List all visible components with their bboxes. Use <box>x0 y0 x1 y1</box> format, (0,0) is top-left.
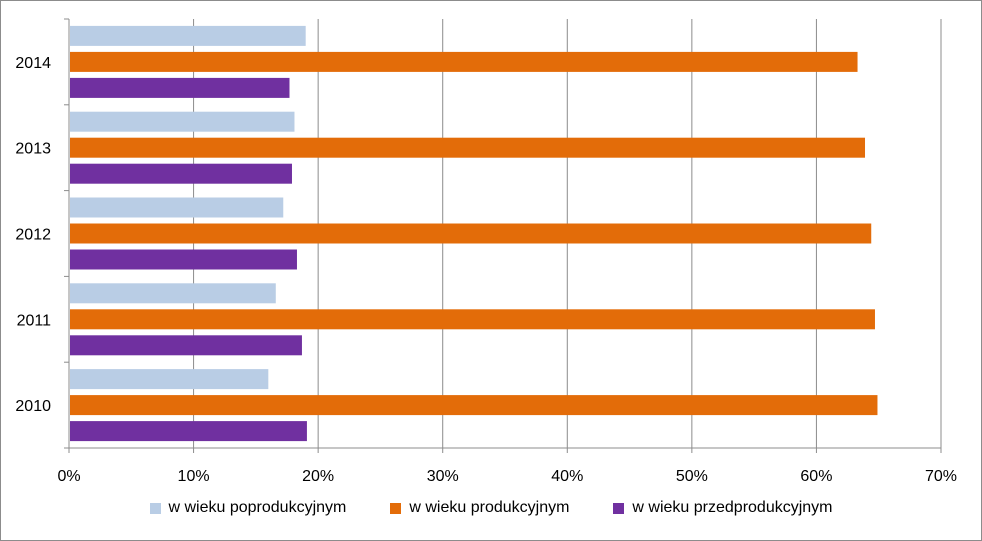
bar <box>70 25 306 46</box>
bar <box>70 421 307 442</box>
legend-swatch-produkcyjnym <box>390 502 402 514</box>
bar <box>70 223 872 244</box>
bar <box>70 51 858 72</box>
bar <box>70 77 290 98</box>
y-tick-label: 2011 <box>17 312 52 329</box>
legend-label-produkcyjnym: w wieku produkcyjnym <box>409 499 570 516</box>
x-tick-label: 60% <box>800 468 832 485</box>
x-tick-label: 30% <box>427 468 459 485</box>
y-tick-label: 2014 <box>15 55 51 72</box>
x-tick-label: 0% <box>57 468 80 485</box>
legend-item-poprodukcyjnym: w wieku poprodukcyjnym <box>149 499 347 517</box>
legend-label-przedprodukcyjnym: w wieku przedprodukcyjnym <box>632 499 833 516</box>
y-tick-label: 2013 <box>15 141 51 158</box>
legend-label-poprodukcyjnym: w wieku poprodukcyjnym <box>168 499 347 516</box>
bar <box>70 283 276 304</box>
bar <box>70 163 292 184</box>
legend-item-produkcyjnym: w wieku produkcyjnym <box>390 499 569 517</box>
x-tick-label: 50% <box>676 468 708 485</box>
legend-swatch-poprodukcyjnym <box>149 502 161 514</box>
legend: w wieku poprodukcyjnym w wieku produkcyj… <box>1 496 981 520</box>
x-tick-label: 70% <box>925 468 957 485</box>
bar <box>70 249 297 270</box>
bar <box>70 369 269 390</box>
y-tick-label: 2012 <box>15 227 51 244</box>
x-tick-label: 10% <box>178 468 210 485</box>
legend-swatch-przedprodukcyjnym <box>613 502 625 514</box>
bar <box>70 137 866 158</box>
bar <box>70 395 878 416</box>
bar <box>70 111 295 132</box>
x-tick-label: 40% <box>551 468 583 485</box>
legend-item-przedprodukcyjnym: w wieku przedprodukcyjnym <box>613 499 833 517</box>
x-tick-label: 20% <box>302 468 334 485</box>
bar <box>70 197 284 218</box>
bar <box>70 309 875 330</box>
bar <box>70 335 302 356</box>
y-tick-label: 2010 <box>15 398 51 415</box>
